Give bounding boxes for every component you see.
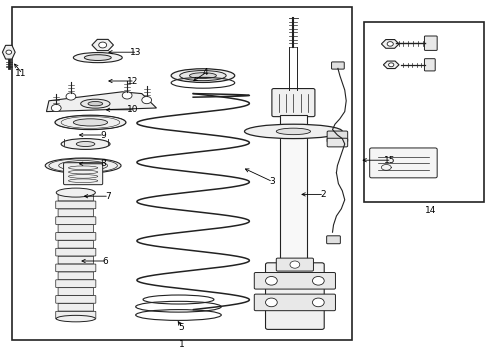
Ellipse shape bbox=[88, 102, 102, 106]
FancyBboxPatch shape bbox=[56, 201, 96, 209]
FancyBboxPatch shape bbox=[58, 303, 93, 311]
Text: 5: 5 bbox=[178, 323, 184, 332]
Text: 2: 2 bbox=[320, 190, 325, 199]
Ellipse shape bbox=[189, 73, 216, 78]
Circle shape bbox=[6, 50, 12, 54]
Circle shape bbox=[51, 104, 61, 112]
FancyBboxPatch shape bbox=[58, 193, 93, 201]
Ellipse shape bbox=[180, 71, 225, 81]
Text: 7: 7 bbox=[105, 192, 111, 201]
FancyBboxPatch shape bbox=[56, 296, 96, 303]
Circle shape bbox=[388, 63, 393, 67]
Ellipse shape bbox=[276, 128, 310, 135]
FancyBboxPatch shape bbox=[58, 272, 93, 280]
Bar bbox=[364, 22, 483, 202]
Ellipse shape bbox=[73, 53, 122, 63]
FancyBboxPatch shape bbox=[326, 138, 347, 147]
Bar bbox=[12, 7, 351, 340]
FancyBboxPatch shape bbox=[326, 236, 340, 244]
Circle shape bbox=[386, 42, 392, 46]
FancyBboxPatch shape bbox=[271, 89, 314, 117]
Polygon shape bbox=[381, 40, 398, 48]
FancyBboxPatch shape bbox=[424, 36, 436, 50]
FancyBboxPatch shape bbox=[58, 225, 93, 232]
Circle shape bbox=[122, 92, 132, 99]
Text: 10: 10 bbox=[127, 105, 139, 114]
Text: 11: 11 bbox=[15, 69, 26, 78]
Ellipse shape bbox=[73, 119, 107, 126]
Polygon shape bbox=[383, 61, 398, 68]
FancyBboxPatch shape bbox=[254, 294, 335, 311]
FancyBboxPatch shape bbox=[56, 311, 96, 319]
Ellipse shape bbox=[76, 141, 95, 147]
FancyBboxPatch shape bbox=[56, 233, 96, 240]
Ellipse shape bbox=[56, 315, 95, 322]
Text: 15: 15 bbox=[383, 156, 395, 165]
Ellipse shape bbox=[81, 99, 110, 108]
Circle shape bbox=[99, 42, 106, 48]
Text: 14: 14 bbox=[425, 206, 436, 215]
Ellipse shape bbox=[84, 55, 111, 60]
Circle shape bbox=[66, 93, 76, 100]
FancyBboxPatch shape bbox=[56, 280, 96, 287]
Circle shape bbox=[142, 96, 151, 104]
Text: 4: 4 bbox=[203, 68, 208, 77]
FancyBboxPatch shape bbox=[326, 131, 347, 142]
Ellipse shape bbox=[45, 158, 121, 173]
Ellipse shape bbox=[244, 124, 342, 139]
Text: 1: 1 bbox=[178, 340, 184, 348]
Circle shape bbox=[312, 298, 324, 307]
Circle shape bbox=[265, 298, 277, 307]
Polygon shape bbox=[2, 45, 15, 59]
Ellipse shape bbox=[171, 69, 234, 82]
FancyBboxPatch shape bbox=[424, 59, 434, 71]
FancyBboxPatch shape bbox=[276, 258, 313, 271]
FancyBboxPatch shape bbox=[56, 248, 96, 256]
Text: 9: 9 bbox=[100, 131, 106, 140]
FancyBboxPatch shape bbox=[58, 256, 93, 264]
FancyBboxPatch shape bbox=[254, 273, 335, 289]
FancyBboxPatch shape bbox=[63, 163, 102, 185]
FancyBboxPatch shape bbox=[56, 217, 96, 225]
FancyBboxPatch shape bbox=[58, 209, 93, 217]
FancyBboxPatch shape bbox=[56, 264, 96, 272]
Bar bbox=[279, 115, 306, 265]
Polygon shape bbox=[46, 92, 156, 112]
Text: 8: 8 bbox=[100, 159, 106, 168]
FancyBboxPatch shape bbox=[369, 148, 436, 178]
Circle shape bbox=[265, 276, 277, 285]
FancyBboxPatch shape bbox=[265, 263, 324, 329]
Ellipse shape bbox=[55, 115, 126, 130]
Circle shape bbox=[312, 276, 324, 285]
Text: 3: 3 bbox=[268, 177, 274, 186]
FancyBboxPatch shape bbox=[58, 288, 93, 295]
Text: 13: 13 bbox=[129, 48, 141, 57]
Ellipse shape bbox=[56, 188, 95, 197]
Text: 6: 6 bbox=[102, 256, 108, 266]
FancyBboxPatch shape bbox=[58, 240, 93, 248]
Circle shape bbox=[289, 261, 299, 268]
Ellipse shape bbox=[61, 139, 110, 149]
Text: 12: 12 bbox=[127, 77, 138, 86]
Polygon shape bbox=[92, 39, 113, 51]
FancyBboxPatch shape bbox=[331, 62, 344, 69]
